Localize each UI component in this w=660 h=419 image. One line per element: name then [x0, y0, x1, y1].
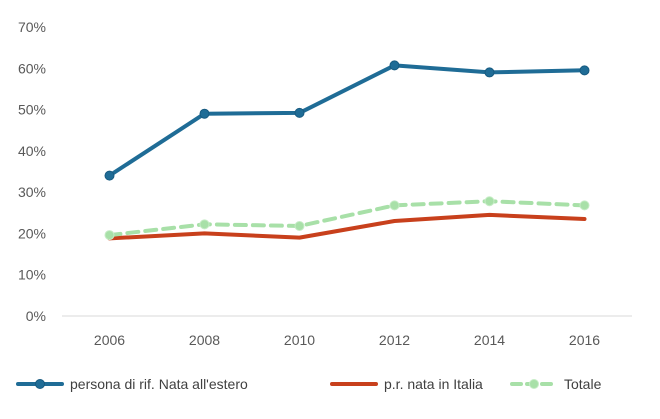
y-tick-label: 40% — [18, 143, 46, 159]
legend-item: Totale — [510, 376, 602, 392]
y-tick-label: 0% — [26, 308, 46, 324]
data-point — [484, 196, 495, 207]
series-line-3 — [107, 199, 587, 238]
series-line-1 — [107, 63, 587, 178]
data-point — [199, 219, 210, 230]
data-point — [294, 220, 305, 231]
y-tick-label: 20% — [18, 225, 46, 241]
legend-label: p.r. nata in Italia — [384, 376, 483, 392]
x-tick-label: 2016 — [569, 332, 600, 348]
data-point — [484, 67, 495, 78]
data-point — [389, 200, 400, 211]
data-point — [389, 60, 400, 71]
data-point — [294, 107, 305, 118]
y-tick-label: 70% — [18, 19, 46, 35]
x-tick-label: 2010 — [284, 332, 315, 348]
series-line-2 — [107, 212, 587, 241]
data-point — [104, 170, 115, 181]
data-point — [104, 230, 115, 241]
y-tick-label: 60% — [18, 60, 46, 76]
data-point — [579, 65, 590, 76]
legend-item: p.r. nata in Italia — [330, 376, 483, 392]
legend-marker — [35, 379, 45, 389]
legend-label: Totale — [564, 376, 602, 392]
data-point — [199, 108, 210, 119]
legend-marker — [529, 379, 539, 389]
series-markers — [104, 60, 590, 241]
x-axis-tick-labels: 2006 2008 2010 2012 2014 2016 — [94, 332, 600, 348]
series-lines — [107, 63, 587, 241]
x-tick-label: 2006 — [94, 332, 125, 348]
y-tick-label: 10% — [18, 267, 46, 283]
x-tick-label: 2012 — [379, 332, 410, 348]
data-point — [579, 200, 590, 211]
y-tick-label: 50% — [18, 102, 46, 118]
y-axis-tick-labels: 0% 10% 20% 30% 40% 50% 60% 70% — [18, 19, 46, 324]
legend: persona di rif. Nata all'estero p.r. nata… — [16, 376, 602, 392]
legend-item: persona di rif. Nata all'estero — [16, 376, 248, 392]
y-tick-label: 30% — [18, 184, 46, 200]
x-tick-label: 2014 — [474, 332, 505, 348]
x-tick-label: 2008 — [189, 332, 220, 348]
legend-label: persona di rif. Nata all'estero — [70, 376, 248, 392]
